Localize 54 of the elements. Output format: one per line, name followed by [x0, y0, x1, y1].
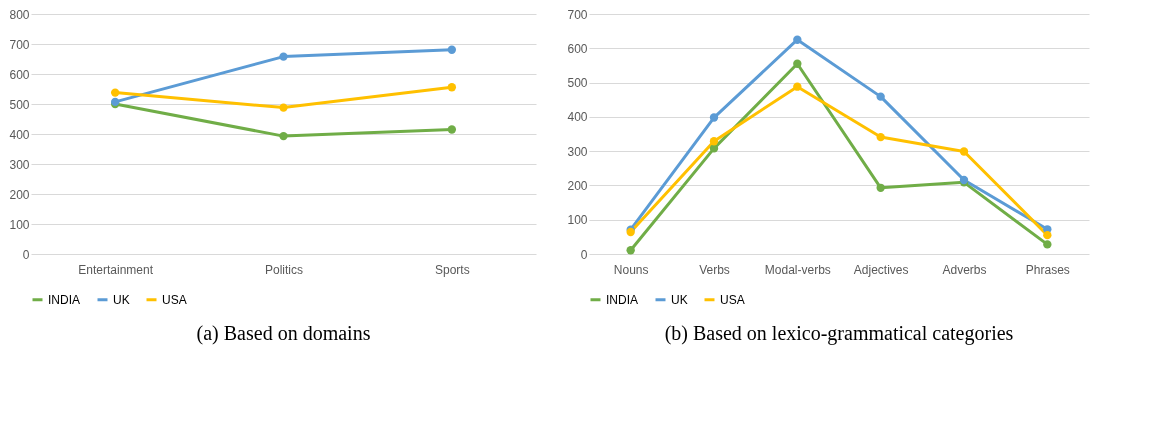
- y-tick-label: 500: [567, 76, 588, 91]
- y-tick-label: 800: [9, 7, 30, 22]
- point: [876, 183, 885, 192]
- y-tick-label: 400: [567, 110, 588, 125]
- point: [279, 103, 288, 112]
- legend-label: UK: [671, 292, 688, 307]
- point: [447, 45, 457, 54]
- point: [959, 147, 969, 156]
- point: [1043, 230, 1052, 240]
- x-tick-label: Nouns: [613, 262, 649, 277]
- text: (b) Based on lexico-grammatical categories: [664, 322, 1014, 345]
- point: [110, 88, 120, 97]
- y-tick-label: 600: [9, 67, 30, 82]
- y-tick-label: 700: [9, 37, 30, 52]
- x-tick-label: Verbs: [699, 262, 730, 277]
- legend-label: INDIA: [48, 292, 81, 307]
- y-tick-label: 100: [9, 217, 30, 232]
- point: [793, 59, 802, 68]
- text: (a) Based on domains: [196, 322, 371, 345]
- point: [876, 132, 885, 142]
- y-tick-label: 300: [9, 157, 30, 172]
- point: [876, 92, 885, 101]
- point: [793, 82, 802, 91]
- point: [709, 113, 719, 122]
- point: [1043, 240, 1052, 249]
- point: [447, 83, 457, 92]
- legend-label: USA: [162, 292, 187, 307]
- y-tick-label: 200: [567, 178, 588, 193]
- y-tick-label: 600: [567, 41, 588, 56]
- point: [709, 144, 719, 153]
- x-tick-label: Modal-verbs: [764, 262, 831, 277]
- legend-label: UK: [113, 292, 130, 307]
- y-tick-label: 400: [9, 127, 30, 142]
- y-tick-label: 200: [9, 187, 30, 202]
- y-tick-label: 100: [567, 213, 588, 228]
- y-tick-label: 700: [567, 7, 588, 22]
- point: [626, 246, 635, 255]
- x-tick-label: Phrases: [1025, 262, 1070, 277]
- x-tick-label: Sports: [434, 262, 470, 277]
- legend-label: USA: [720, 292, 745, 307]
- point: [279, 52, 288, 61]
- point: [793, 35, 802, 44]
- x-tick-label: Adverbs: [942, 262, 987, 277]
- y-tick-label: 0: [580, 247, 588, 262]
- point: [709, 137, 719, 146]
- point: [447, 125, 457, 134]
- y-tick-label: 500: [9, 97, 30, 112]
- point: [279, 131, 288, 141]
- x-tick-label: Politics: [264, 262, 304, 277]
- y-tick-label: 0: [22, 247, 30, 262]
- x-tick-label: Entertainment: [78, 262, 154, 277]
- y-tick-label: 300: [567, 144, 588, 159]
- x-tick-label: Adjectives: [853, 262, 909, 277]
- legend-label: INDIA: [606, 292, 639, 307]
